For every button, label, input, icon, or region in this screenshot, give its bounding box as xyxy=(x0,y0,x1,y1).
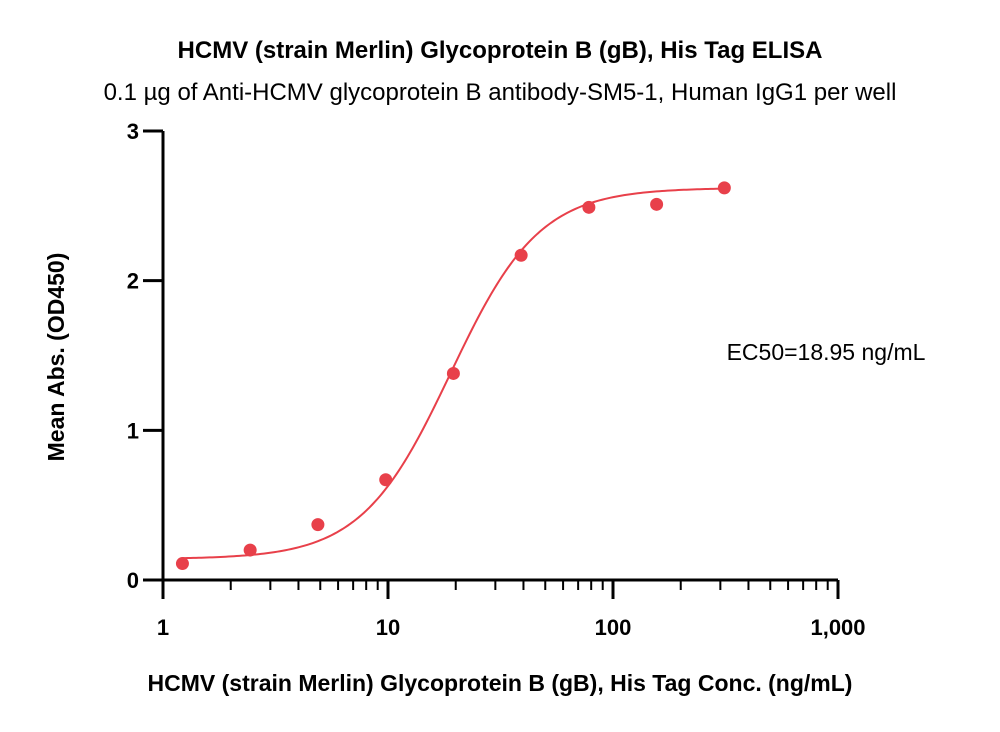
y-tick-label: 2 xyxy=(127,269,139,294)
data-point xyxy=(379,473,393,487)
x-axis: 1 10 100 1,000 xyxy=(157,578,866,640)
data-point xyxy=(582,200,596,214)
data-point xyxy=(243,543,257,557)
y-tick-label: 3 xyxy=(127,119,139,144)
x-tick-label: 1 xyxy=(157,615,169,640)
data-point xyxy=(650,197,664,211)
y-axis-title: Mean Abs. (OD450) xyxy=(43,253,69,462)
data-point xyxy=(514,248,528,262)
x-tick-label: 100 xyxy=(595,615,632,640)
y-tick-label: 0 xyxy=(127,568,139,593)
chart-title: HCMV (strain Merlin) Glycoprotein B (gB)… xyxy=(178,37,823,64)
data-point xyxy=(446,366,460,380)
x-tick-label: 1,000 xyxy=(810,615,865,640)
data-point xyxy=(717,181,731,195)
data-point xyxy=(175,557,189,571)
data-points-layer xyxy=(175,181,731,571)
x-axis-title: HCMV (strain Merlin) Glycoprotein B (gB)… xyxy=(148,670,853,696)
y-tick-label: 1 xyxy=(127,418,139,443)
data-point xyxy=(311,518,325,532)
chart-subtitle: 0.1 µg of Anti-HCMV glycoprotein B antib… xyxy=(104,79,897,106)
x-tick-label: 10 xyxy=(376,615,400,640)
y-axis: 0 1 2 3 xyxy=(127,119,165,593)
ec50-annotation: EC50=18.95 ng/mL xyxy=(727,339,926,365)
